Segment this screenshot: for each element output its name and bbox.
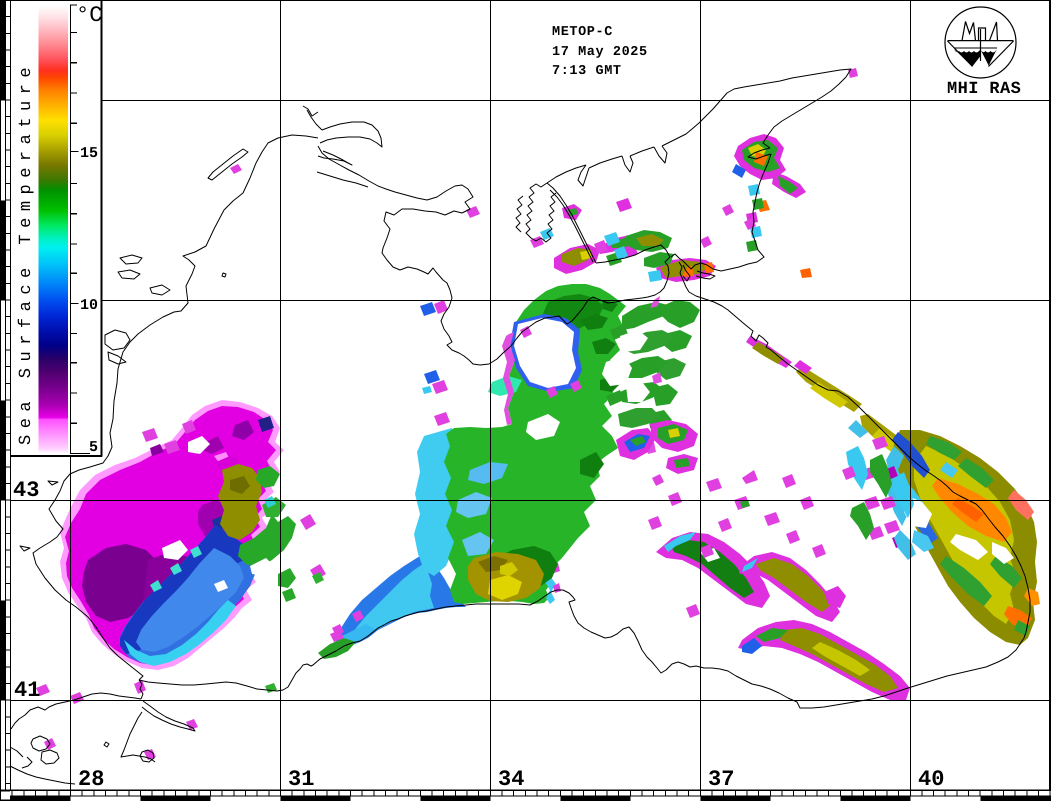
svg-text:31: 31 [288,767,314,792]
svg-text:17 May 2025: 17 May 2025 [552,45,648,60]
svg-text:43: 43 [13,478,39,503]
svg-text:34: 34 [498,767,524,792]
svg-text:°C: °C [76,3,102,28]
svg-text:7:13 GMT: 7:13 GMT [552,64,622,79]
svg-text:10: 10 [80,297,98,314]
svg-text:Sea Surface Temperature: Sea Surface Temperature [17,61,36,445]
svg-text:5: 5 [89,439,98,456]
svg-text:MHI RAS: MHI RAS [947,80,1021,99]
svg-text:37: 37 [708,767,734,792]
svg-text:15: 15 [80,145,98,162]
svg-text:41: 41 [14,678,40,703]
svg-text:40: 40 [918,767,944,792]
svg-text:28: 28 [78,767,104,792]
svg-text:METOP-C: METOP-C [552,25,613,40]
